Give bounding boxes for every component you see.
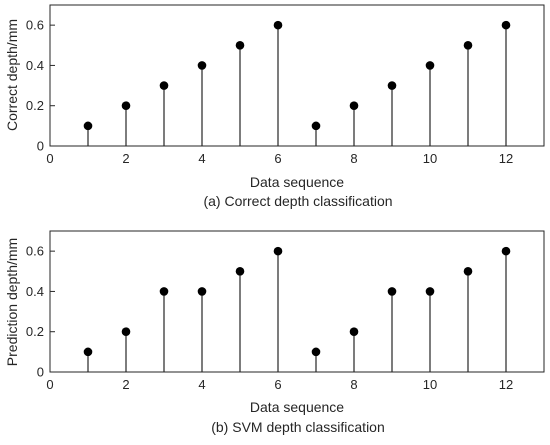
stem-marker-b-4 xyxy=(197,287,207,296)
y-axis-label-b: Prediction depth/mm xyxy=(4,238,20,366)
y-axis-label-a: Correct depth/mm xyxy=(4,19,20,131)
x-tick-label-a-1: 2 xyxy=(122,151,129,166)
stem-marker-a-6 xyxy=(273,20,283,30)
plot-area-a xyxy=(49,4,545,147)
stem-marker-a-11 xyxy=(463,40,473,50)
stem-marker-a-4 xyxy=(197,61,207,70)
x-tick-label-a-4: 8 xyxy=(350,151,357,166)
stem-marker-a-9 xyxy=(387,81,397,90)
panel-b: 0 2 4 6 8 10 12 0 0.2 0.4 0.6 Data sequence Predi… xyxy=(4,230,545,435)
x-tick-label-b-4: 8 xyxy=(350,377,357,392)
stem-marker-b-6 xyxy=(273,246,283,256)
stem-marker-a-5 xyxy=(235,40,245,50)
caption-a: (a) Correct depth classification xyxy=(203,193,392,209)
stems-a xyxy=(83,20,511,146)
stem-marker-a-2 xyxy=(121,101,131,111)
x-axis-ticks-b: 0 2 4 6 8 10 12 xyxy=(46,367,513,392)
caption-b: (b) SVM depth classification xyxy=(211,419,385,435)
x-tick-label-a-0: 0 xyxy=(46,151,53,166)
y-tick-label-a-1: 0.2 xyxy=(26,98,44,113)
stem-marker-b-3 xyxy=(159,287,169,296)
x-axis-ticks-a: 0 2 4 6 8 10 12 xyxy=(46,141,513,166)
stem-marker-b-7 xyxy=(311,347,321,357)
y-tick-label-a-3: 0.6 xyxy=(26,18,44,33)
y-tick-label-b-0: 0 xyxy=(37,365,44,380)
stem-marker-b-1 xyxy=(83,347,93,357)
y-tick-label-a-2: 0.4 xyxy=(26,58,44,73)
x-tick-label-b-2: 4 xyxy=(198,377,205,392)
stem-marker-a-8 xyxy=(349,101,359,111)
x-tick-label-b-5: 10 xyxy=(423,377,437,392)
y-axis-ticks-b: 0 0.2 0.4 0.6 xyxy=(26,244,55,380)
x-axis-label-a: Data sequence xyxy=(250,174,344,190)
y-axis-ticks-a: 0 0.2 0.4 0.6 xyxy=(26,18,55,154)
y-tick-label-b-2: 0.4 xyxy=(26,284,44,299)
y-tick-label-b-3: 0.6 xyxy=(26,244,44,259)
stem-marker-a-1 xyxy=(83,121,93,131)
x-tick-label-b-1: 2 xyxy=(122,377,129,392)
stem-marker-b-9 xyxy=(387,287,397,296)
y-tick-label-b-1: 0.2 xyxy=(26,324,44,339)
y-tick-label-a-0: 0 xyxy=(37,139,44,154)
x-tick-label-b-6: 12 xyxy=(499,377,513,392)
x-axis-label-b: Data sequence xyxy=(250,399,344,415)
x-tick-label-b-3: 6 xyxy=(274,377,281,392)
stems-b xyxy=(83,246,511,372)
plot-area-b xyxy=(49,230,545,373)
stem-marker-a-12 xyxy=(501,20,511,30)
x-tick-label-a-5: 10 xyxy=(423,151,437,166)
panel-a: 0 2 4 6 8 10 12 0 0.2 0.4 0.6 Data sequence Corre… xyxy=(4,4,545,209)
x-tick-label-b-0: 0 xyxy=(46,377,53,392)
stem-marker-a-10 xyxy=(425,61,435,70)
x-tick-label-a-3: 6 xyxy=(274,151,281,166)
stem-marker-b-10 xyxy=(425,287,435,296)
x-tick-label-a-6: 12 xyxy=(499,151,513,166)
stem-marker-a-7 xyxy=(311,121,321,131)
stem-marker-b-11 xyxy=(463,266,473,276)
stem-marker-b-12 xyxy=(501,246,511,256)
stem-marker-b-8 xyxy=(349,327,359,337)
stem-marker-b-5 xyxy=(235,266,245,276)
stem-marker-b-2 xyxy=(121,327,131,337)
x-tick-label-a-2: 4 xyxy=(198,151,205,166)
stem-marker-a-3 xyxy=(159,81,169,90)
